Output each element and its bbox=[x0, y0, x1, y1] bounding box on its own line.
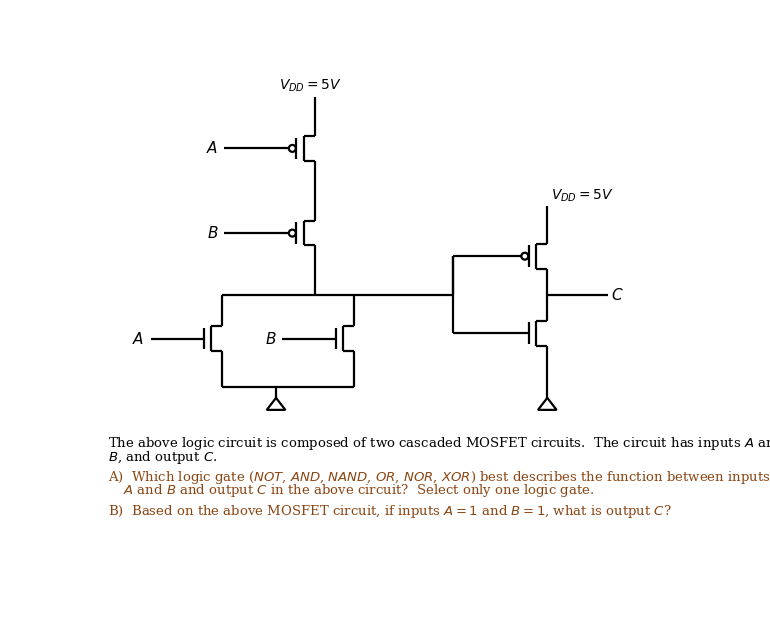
Text: B)  Based on the above MOSFET circuit, if inputs $A = 1$ and $B = 1$, what is ou: B) Based on the above MOSFET circuit, if… bbox=[108, 503, 671, 520]
Text: $C$: $C$ bbox=[611, 287, 624, 303]
Text: $B$: $B$ bbox=[207, 225, 219, 241]
Text: $B$: $B$ bbox=[265, 330, 276, 347]
Text: $V_{DD} = 5V$: $V_{DD} = 5V$ bbox=[280, 78, 343, 95]
Text: $V_{DD} = 5V$: $V_{DD} = 5V$ bbox=[551, 187, 614, 204]
Text: $B$, and output $C$.: $B$, and output $C$. bbox=[108, 449, 217, 466]
Text: A)  Which logic gate ($NOT$, $AND$, $NAND$, $OR$, $NOR$, $XOR$) best describes t: A) Which logic gate ($NOT$, $AND$, $NAND… bbox=[108, 469, 770, 486]
Text: The above logic circuit is composed of two cascaded MOSFET circuits.  The circui: The above logic circuit is composed of t… bbox=[108, 435, 770, 452]
Text: $A$: $A$ bbox=[206, 140, 219, 156]
Text: $A$: $A$ bbox=[132, 330, 144, 347]
Text: $A$ and $B$ and output $C$ in the above circuit?  Select only one logic gate.: $A$ and $B$ and output $C$ in the above … bbox=[123, 482, 594, 499]
